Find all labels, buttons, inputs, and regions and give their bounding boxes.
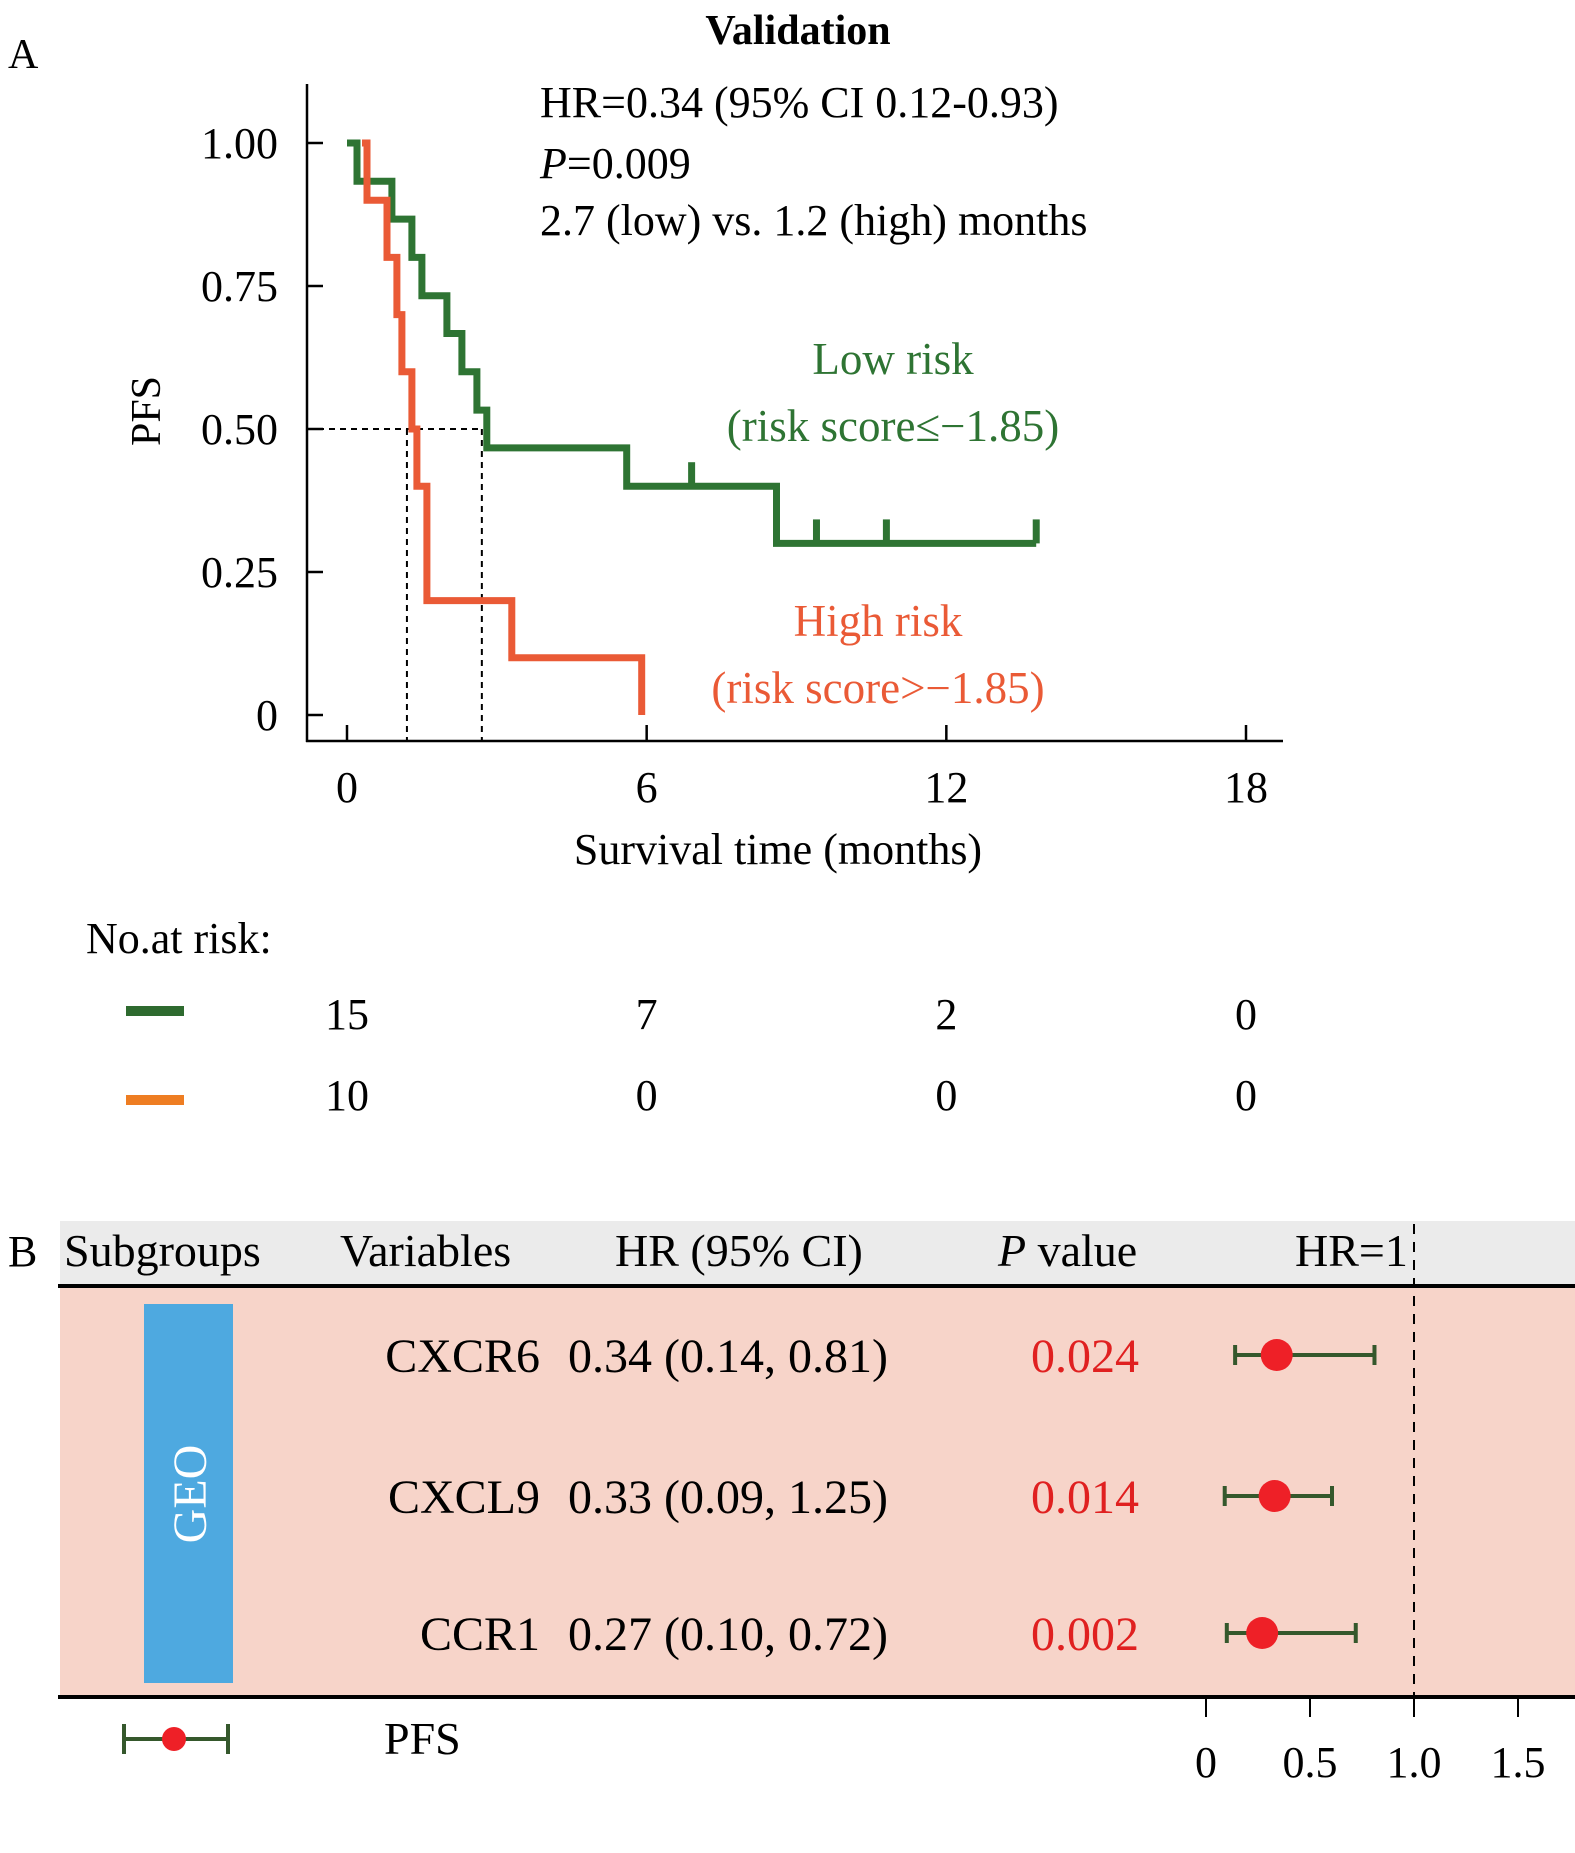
risk-count-low: 0 bbox=[1235, 990, 1257, 1039]
y-ticks: 0 0.25 0.50 0.75 1.00 bbox=[201, 119, 323, 740]
hr-point bbox=[1246, 1617, 1279, 1649]
header-hr-ci: HR (95% CI) bbox=[615, 1225, 863, 1276]
hr-ci-value: 0.27 (0.10, 0.72) bbox=[568, 1608, 888, 1661]
hr-point bbox=[1260, 1339, 1293, 1371]
variable-name: CCR1 bbox=[420, 1608, 540, 1661]
risk-table-low-swatch bbox=[126, 1006, 184, 1016]
header-p-italic: P bbox=[997, 1225, 1026, 1276]
x-tick-label: 18 bbox=[1224, 763, 1268, 812]
legend-dot bbox=[162, 1727, 186, 1751]
forest-x-tick-label: 1.0 bbox=[1387, 1738, 1442, 1787]
p-italic: P bbox=[539, 139, 567, 188]
legend-high-risk-name: High risk bbox=[794, 596, 963, 646]
header-variables: Variables bbox=[340, 1225, 511, 1276]
subgroup-geo-box bbox=[144, 1304, 233, 1683]
p-annotation: P=0.009 bbox=[539, 139, 691, 188]
header-p-rest: value bbox=[1026, 1225, 1137, 1276]
variable-name: CXCL9 bbox=[388, 1471, 540, 1524]
x-axis-label: Survival time (months) bbox=[574, 825, 982, 874]
hr-ci-value: 0.34 (0.14, 0.81) bbox=[568, 1330, 888, 1383]
risk-table-high-swatch bbox=[126, 1095, 184, 1105]
forest-header-band bbox=[60, 1221, 1575, 1286]
risk-count-low: 7 bbox=[636, 990, 658, 1039]
p-annotation-value: =0.009 bbox=[567, 139, 691, 188]
legend-low-risk-definition: (risk score≤−1.85) bbox=[727, 401, 1060, 451]
header-subgroups: Subgroups bbox=[64, 1225, 261, 1276]
header-hr-ref: HR=1 bbox=[1295, 1225, 1408, 1276]
risk-count-high: 10 bbox=[325, 1071, 369, 1120]
x-ticks: 0 6 12 18 bbox=[336, 725, 1268, 812]
risk-table-title: No.at risk: bbox=[86, 914, 272, 963]
panel-b-label: B bbox=[8, 1227, 37, 1276]
forest-rows: CXCR6 0.34 (0.14, 0.81) 0.024 CXCL9 0.33 (0.… bbox=[385, 1224, 1415, 1696]
hr-point bbox=[1258, 1480, 1291, 1512]
variable-name: CXCR6 bbox=[385, 1330, 540, 1383]
median-annotation: 2.7 (low) vs. 1.2 (high) months bbox=[540, 196, 1088, 245]
header-p-value: P value bbox=[997, 1225, 1137, 1276]
hr-annotation: HR=0.34 (95% CI 0.12-0.93) bbox=[540, 78, 1059, 127]
km-curves bbox=[347, 139, 1040, 715]
subgroup-geo-label: GEO bbox=[164, 1445, 217, 1544]
forest-x-tick-label: 1.5 bbox=[1491, 1738, 1546, 1787]
legend-high-risk-definition: (risk score>−1.85) bbox=[711, 663, 1044, 713]
forest-axis: 0 0.5 1.0 1.5 bbox=[1195, 1697, 1546, 1787]
hr-ci-value: 0.33 (0.09, 1.25) bbox=[568, 1471, 888, 1524]
forest-x-tick-label: 0 bbox=[1195, 1738, 1217, 1787]
legend-low-risk-name: Low risk bbox=[812, 334, 974, 384]
risk-count-high: 0 bbox=[935, 1071, 957, 1120]
forest-legend bbox=[122, 1724, 230, 1754]
risk-count-low: 2 bbox=[935, 990, 957, 1039]
panel-a-label: A bbox=[8, 32, 39, 78]
chart-title: Validation bbox=[705, 8, 890, 54]
p-value: 0.014 bbox=[1031, 1471, 1139, 1524]
y-tick-label: 0.50 bbox=[201, 405, 278, 454]
p-value: 0.024 bbox=[1031, 1330, 1139, 1383]
y-tick-label: 0 bbox=[256, 691, 278, 740]
km-axes bbox=[305, 84, 1283, 743]
forest-x-tick-label: 0.5 bbox=[1283, 1738, 1338, 1787]
risk-count-high: 0 bbox=[636, 1071, 658, 1120]
x-tick-label: 0 bbox=[336, 763, 358, 812]
km-curve-high-risk bbox=[362, 139, 646, 715]
median-guides bbox=[307, 428, 483, 741]
x-tick-label: 12 bbox=[924, 763, 968, 812]
y-tick-label: 0.75 bbox=[201, 262, 278, 311]
risk-table: 15 7 2 010 0 0 0 bbox=[325, 990, 1257, 1120]
y-tick-label: 0.25 bbox=[201, 548, 278, 597]
y-axis-label: PFS bbox=[124, 376, 170, 446]
risk-count-high: 0 bbox=[1235, 1071, 1257, 1120]
x-tick-label: 6 bbox=[636, 763, 658, 812]
y-tick-label: 1.00 bbox=[201, 119, 278, 168]
risk-count-low: 15 bbox=[325, 990, 369, 1039]
km-curve-low-risk bbox=[347, 139, 1037, 547]
forest-legend-label: PFS bbox=[384, 1713, 461, 1764]
p-value: 0.002 bbox=[1031, 1608, 1139, 1661]
